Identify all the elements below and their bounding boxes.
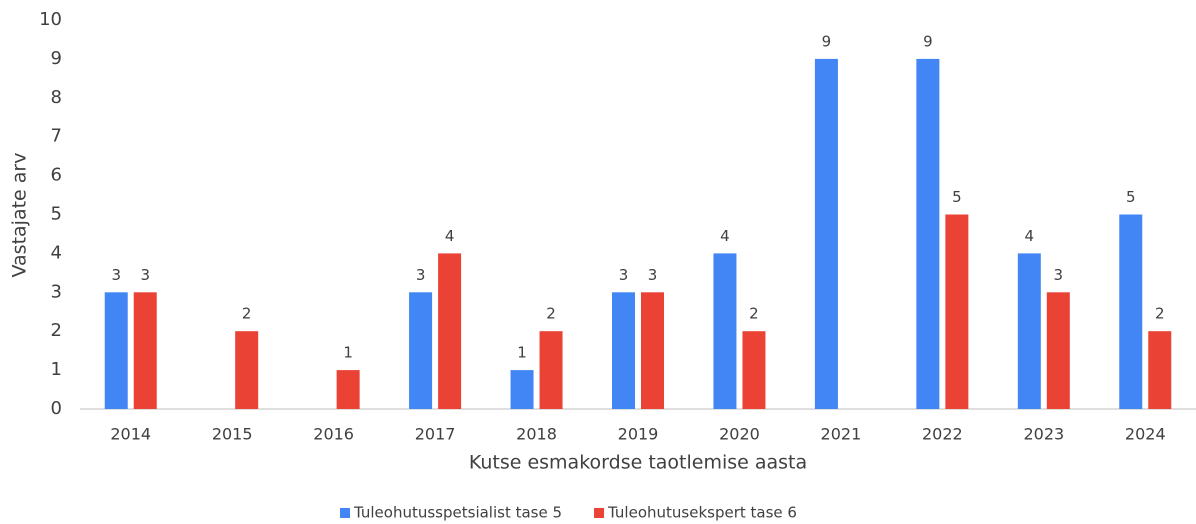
data-label: 9 bbox=[923, 32, 933, 50]
y-tick-label: 10 bbox=[39, 9, 62, 30]
bar bbox=[1119, 214, 1143, 409]
data-label: 1 bbox=[343, 344, 353, 362]
data-label: 5 bbox=[952, 188, 962, 206]
x-tick-label: 2019 bbox=[618, 425, 659, 444]
y-tick-label: 8 bbox=[51, 87, 62, 108]
bar bbox=[945, 214, 969, 409]
legend-label: Tuleohutusspetsialist tase 5 bbox=[353, 504, 562, 522]
data-label: 3 bbox=[140, 266, 150, 284]
y-tick-label: 2 bbox=[51, 320, 62, 341]
y-tick-label: 0 bbox=[51, 398, 62, 419]
y-tick-label: 9 bbox=[51, 48, 62, 69]
bar bbox=[104, 292, 128, 409]
y-tick-label: 6 bbox=[51, 165, 62, 186]
y-axis-title: Vastajate arv bbox=[9, 153, 31, 278]
bar bbox=[1046, 292, 1070, 409]
x-tick-label: 2020 bbox=[719, 425, 760, 444]
bar bbox=[916, 58, 940, 410]
data-label: 2 bbox=[749, 305, 759, 323]
bar bbox=[814, 58, 838, 410]
bar bbox=[409, 292, 433, 409]
bar bbox=[1017, 253, 1041, 409]
bar bbox=[713, 253, 737, 409]
data-label: 2 bbox=[242, 305, 252, 323]
data-label: 3 bbox=[416, 266, 426, 284]
x-tick-label: 2022 bbox=[922, 425, 963, 444]
bar bbox=[336, 370, 360, 409]
legend-swatch bbox=[594, 508, 605, 518]
data-label: 4 bbox=[720, 227, 730, 245]
x-tick-label: 2024 bbox=[1125, 425, 1166, 444]
legend-label: Tuleohutusekspert tase 6 bbox=[607, 504, 797, 522]
bar bbox=[539, 331, 563, 409]
bar bbox=[641, 292, 664, 409]
bar bbox=[612, 292, 635, 409]
bar bbox=[742, 331, 766, 409]
bar bbox=[133, 292, 157, 409]
x-tick-label: 2016 bbox=[313, 425, 354, 444]
data-label: 2 bbox=[546, 305, 556, 323]
data-label: 9 bbox=[822, 32, 832, 50]
data-label: 4 bbox=[1025, 227, 1035, 245]
bar bbox=[510, 370, 534, 409]
y-tick-label: 1 bbox=[51, 359, 62, 380]
data-label: 1 bbox=[517, 344, 527, 362]
x-axis-title: Kutse esmakordse taotlemise aasta bbox=[469, 452, 807, 474]
y-tick-label: 3 bbox=[51, 281, 62, 302]
x-tick-label: 2021 bbox=[821, 425, 862, 444]
y-tick-label: 4 bbox=[51, 242, 62, 263]
data-label: 3 bbox=[648, 266, 658, 284]
data-label: 3 bbox=[619, 266, 629, 284]
x-tick-label: 2023 bbox=[1023, 425, 1064, 444]
data-label: 5 bbox=[1126, 188, 1136, 206]
x-tick-label: 2017 bbox=[415, 425, 456, 444]
y-tick-label: 5 bbox=[51, 204, 62, 225]
data-label: 3 bbox=[111, 266, 121, 284]
x-tick-label: 2018 bbox=[516, 425, 557, 444]
x-tick-label: 2015 bbox=[212, 425, 253, 444]
bar bbox=[235, 331, 259, 409]
legend-swatch bbox=[340, 508, 350, 518]
data-label: 4 bbox=[445, 227, 455, 245]
bar bbox=[438, 253, 462, 409]
bar bbox=[1148, 331, 1172, 409]
x-tick-label: 2014 bbox=[110, 425, 151, 444]
data-label: 3 bbox=[1054, 266, 1064, 284]
y-tick-label: 7 bbox=[51, 126, 62, 147]
data-label: 2 bbox=[1155, 305, 1165, 323]
